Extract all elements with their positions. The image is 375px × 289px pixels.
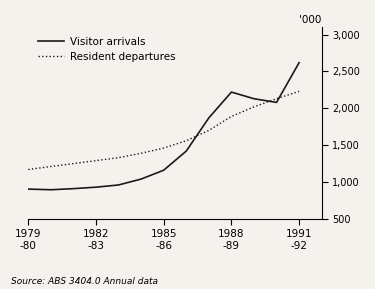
- Resident departures: [297, 90, 302, 93]
- Visitor arrivals: [71, 187, 76, 190]
- Resident departures: [162, 146, 166, 150]
- Visitor arrivals: [229, 90, 234, 94]
- Visitor arrivals: [26, 187, 30, 191]
- Resident departures: [184, 139, 189, 142]
- Visitor arrivals: [116, 183, 121, 187]
- Visitor arrivals: [162, 168, 166, 172]
- Legend: Visitor arrivals, Resident departures: Visitor arrivals, Resident departures: [33, 32, 180, 66]
- Line: Resident departures: Resident departures: [28, 91, 299, 169]
- Visitor arrivals: [49, 188, 53, 192]
- Resident departures: [71, 162, 76, 165]
- Visitor arrivals: [274, 101, 279, 104]
- Visitor arrivals: [139, 177, 143, 181]
- Line: Visitor arrivals: Visitor arrivals: [28, 63, 299, 190]
- Text: Source: ABS 3404.0 Annual data: Source: ABS 3404.0 Annual data: [11, 277, 158, 286]
- Resident departures: [252, 105, 256, 109]
- Resident departures: [94, 159, 98, 162]
- Resident departures: [116, 156, 121, 160]
- Resident departures: [139, 151, 143, 155]
- Resident departures: [274, 97, 279, 101]
- Resident departures: [229, 115, 234, 118]
- Text: '000: '000: [299, 15, 322, 25]
- Resident departures: [207, 129, 211, 132]
- Visitor arrivals: [252, 97, 256, 101]
- Resident departures: [49, 165, 53, 168]
- Visitor arrivals: [184, 149, 189, 153]
- Visitor arrivals: [207, 116, 211, 120]
- Visitor arrivals: [94, 186, 98, 189]
- Resident departures: [26, 168, 30, 171]
- Visitor arrivals: [297, 61, 302, 64]
